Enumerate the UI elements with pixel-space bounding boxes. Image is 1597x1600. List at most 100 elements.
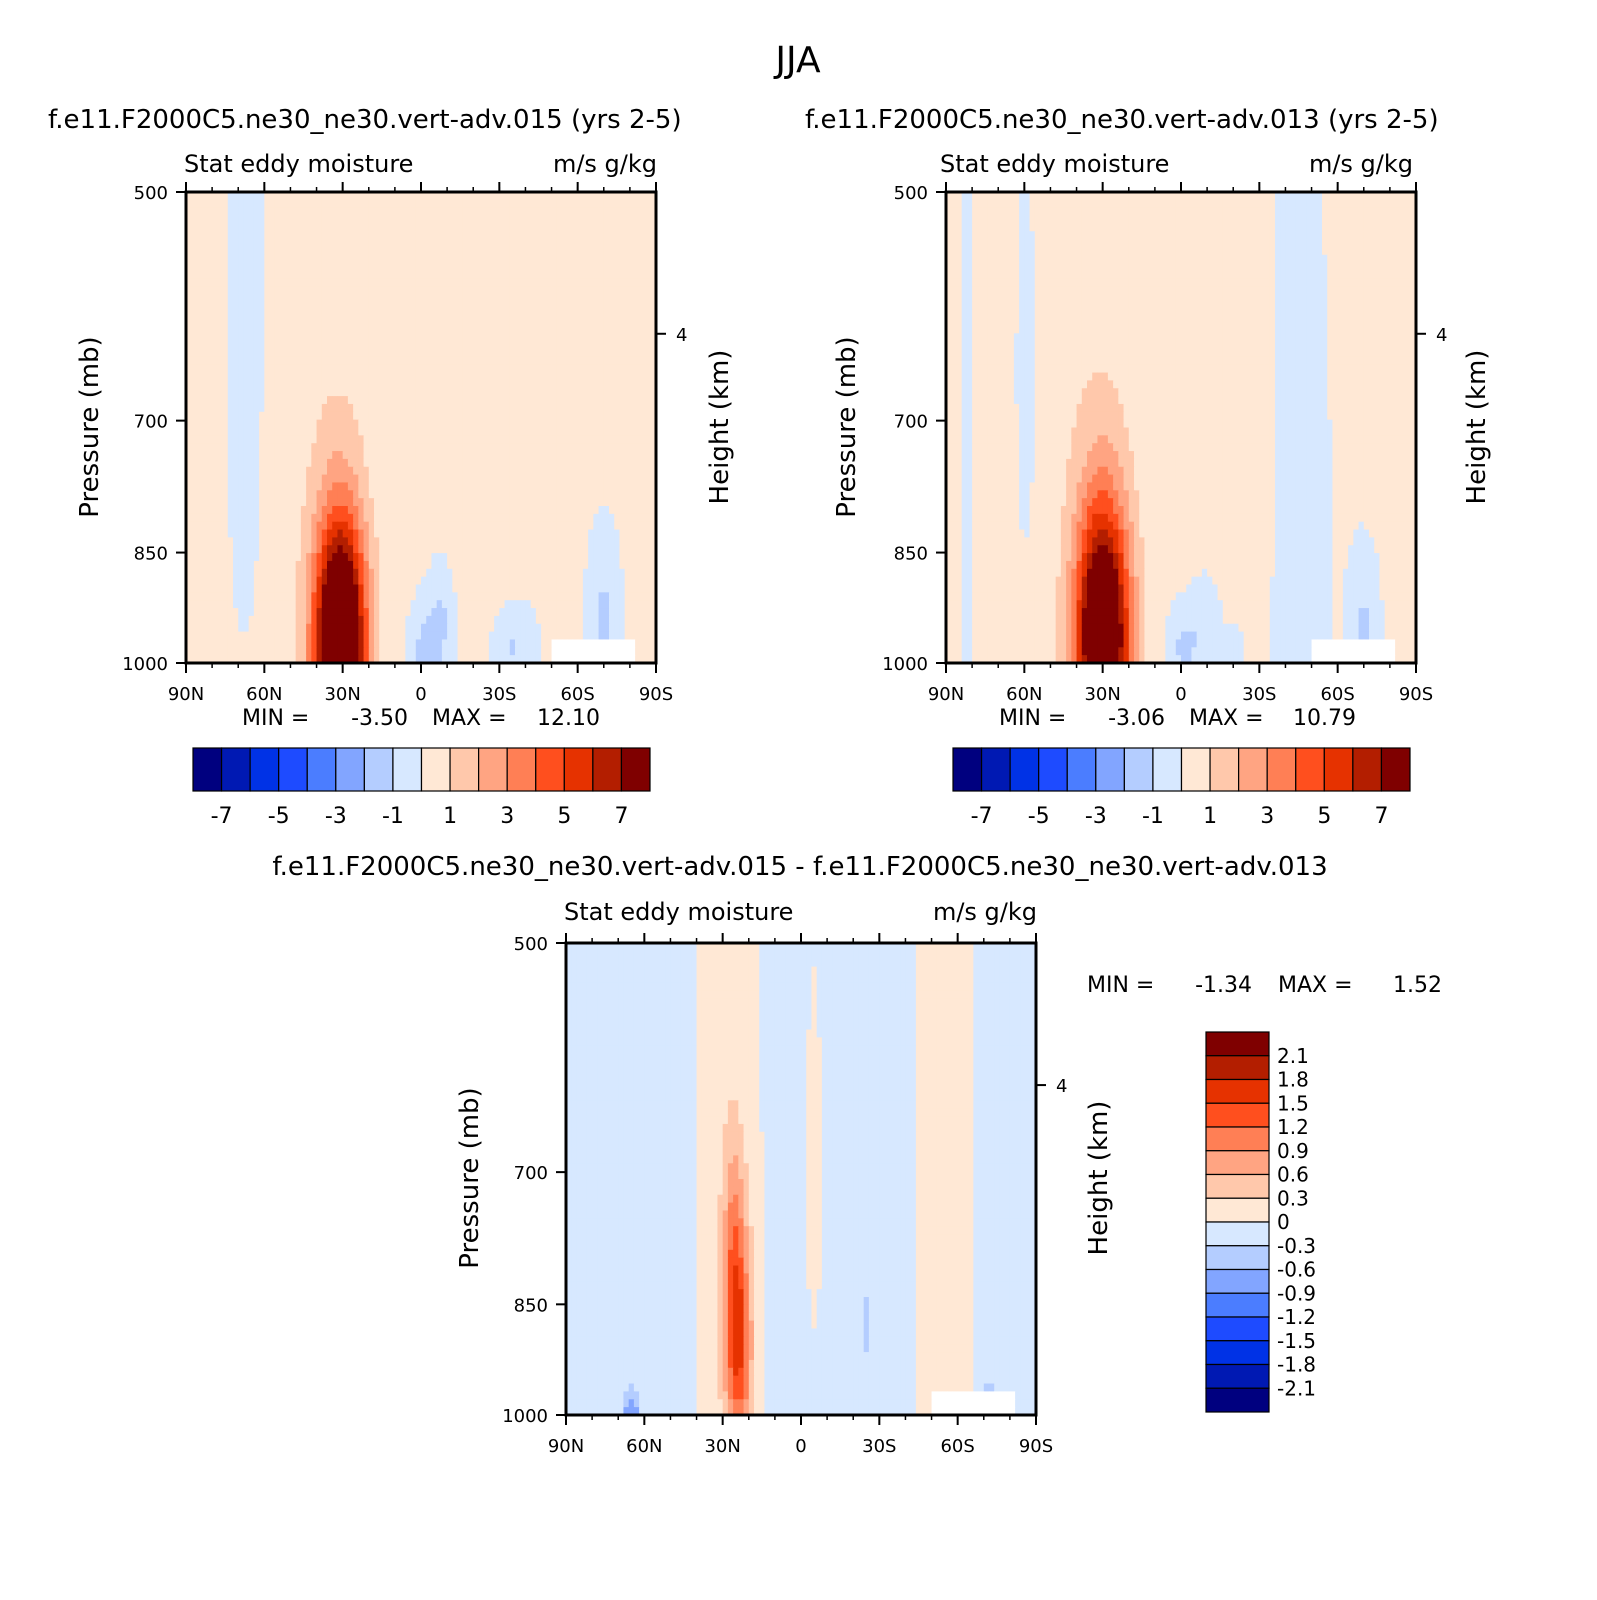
p1-field-cell <box>478 278 485 287</box>
p1-field-cell <box>212 490 218 499</box>
p1-field-cell <box>217 192 224 201</box>
p1-field-cell <box>186 498 192 507</box>
p1-field-cell <box>582 262 589 272</box>
p1-field-cell <box>269 451 276 460</box>
p1-field-cell <box>353 270 359 279</box>
p1-field-cell <box>525 584 532 593</box>
p1-field-cell <box>624 435 631 444</box>
p1-field-cell <box>311 372 318 381</box>
p1-field-cell <box>478 608 485 617</box>
p1-field-cell <box>635 278 641 287</box>
p1-field-cell <box>374 568 380 578</box>
p1-field-cell <box>593 294 600 303</box>
p1-field-cell <box>525 223 532 232</box>
p1-field-cell <box>285 482 292 491</box>
p1-field-cell <box>238 325 245 334</box>
p1-field-cell <box>248 380 255 389</box>
p1-field-cell <box>327 294 333 303</box>
p1-field-cell <box>478 325 485 334</box>
p1-field-cell <box>280 341 286 350</box>
p1-field-cell <box>635 349 641 358</box>
p1-field-cell <box>593 333 600 342</box>
p1-field-cell <box>499 286 506 295</box>
p1-field-cell <box>280 419 286 429</box>
p1-field-cell <box>206 223 213 232</box>
p1-field-cell <box>462 325 469 334</box>
p1-field-cell <box>358 207 365 217</box>
p1-field-cell <box>562 231 568 240</box>
p1-field-cell <box>468 568 474 578</box>
p1-field-cell <box>603 349 610 358</box>
p1-field-cell <box>421 608 427 617</box>
p1-field-cell <box>515 513 521 523</box>
p1-field-cell <box>473 490 480 499</box>
p1-field-cell <box>462 231 469 240</box>
p1-field-cell <box>614 592 621 601</box>
p1-field-cell <box>253 458 260 468</box>
p1-field-cell <box>588 498 594 507</box>
p1-field-cell <box>629 380 636 389</box>
p1-field-cell <box>363 419 370 429</box>
p1-field-cell <box>577 521 584 531</box>
p1-field-cell <box>436 286 443 295</box>
p1-field-cell <box>295 498 302 507</box>
p1-field-cell <box>248 506 255 515</box>
p1-field-cell <box>567 341 574 350</box>
p1-field-cell <box>321 513 328 523</box>
p1-field-cell <box>300 341 307 350</box>
p1-field-cell <box>186 403 192 413</box>
p1-field-cell <box>629 262 636 272</box>
p1-field-cell <box>415 192 422 201</box>
p1-field-cell <box>222 568 229 578</box>
p1-field-cell <box>274 435 281 444</box>
p1-field-cell <box>525 325 532 334</box>
p1-field-cell <box>264 301 271 311</box>
p1-field-cell <box>332 207 339 217</box>
p1-field-cell <box>217 239 224 248</box>
p1-field-cell <box>415 568 422 578</box>
p1-field-cell <box>274 521 281 531</box>
p1-field-cell <box>520 207 527 217</box>
p1-field-cell <box>274 254 281 264</box>
p1-field-cell <box>248 301 255 311</box>
p1-field-cell <box>520 356 527 366</box>
p1-field-cell <box>253 513 260 523</box>
p1-field-cell <box>269 231 276 240</box>
p1-field-cell <box>191 568 198 578</box>
p1-field-cell <box>619 451 626 460</box>
p1-field-cell <box>201 254 208 264</box>
p1-field-cell <box>562 490 568 499</box>
p1-field-cell <box>379 498 386 507</box>
p1-field-cell <box>285 615 292 625</box>
p1-field-cell <box>196 294 203 303</box>
p1-field-cell <box>520 529 527 538</box>
p1-field-cell <box>400 411 406 421</box>
p1-field-cell <box>421 458 427 468</box>
p1-field-cell <box>253 278 260 287</box>
p1-field-cell <box>353 458 359 468</box>
p1-field-cell <box>535 254 542 264</box>
p1-field-cell <box>640 474 647 484</box>
p1-field-cell <box>243 458 250 468</box>
p1-field-cell <box>582 301 589 311</box>
p1-field-cell <box>363 458 370 468</box>
p1-field-cell <box>280 349 286 358</box>
p1-field-cell <box>483 584 490 593</box>
p1-field-cell <box>556 364 563 374</box>
p1-field-cell <box>462 301 469 311</box>
p1-field-cell <box>541 466 547 476</box>
p1-field-cell <box>280 608 286 617</box>
p1-field-cell <box>196 513 203 523</box>
p1-field-cell <box>400 545 406 554</box>
p1-field-cell <box>264 419 271 429</box>
p1-field-cell <box>588 545 594 554</box>
p1-field-cell <box>421 309 427 319</box>
p1-field-cell <box>426 482 433 491</box>
p1-field-cell <box>582 396 589 405</box>
p1-field-cell <box>509 396 516 405</box>
p1-field-cell <box>436 254 443 264</box>
p1-field-cell <box>212 560 218 570</box>
p1-field-cell <box>306 521 312 531</box>
p1-field-cell <box>494 356 500 366</box>
p1-field-cell <box>462 192 469 201</box>
